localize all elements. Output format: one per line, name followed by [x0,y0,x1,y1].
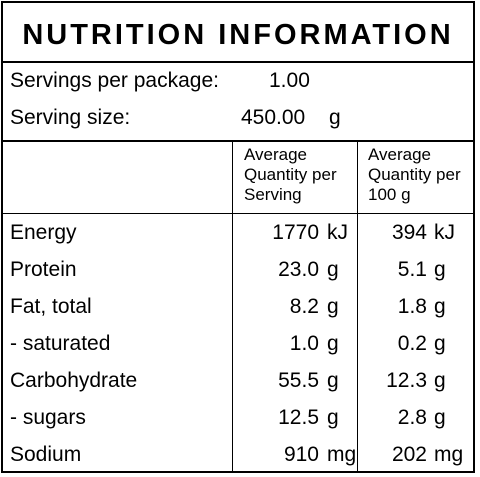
per-100g-value: 5.1 [397,258,427,281]
serving-size-value: 450.00 [241,106,306,129]
per-serving-header-line: Serving [244,185,302,204]
per-serving-unit: mg [327,443,357,466]
per-100g-value: 394 [391,221,427,244]
per-serving-value: 55.5 [278,369,319,392]
per-100g-unit: g [434,258,446,281]
header-top-divider [3,140,473,142]
per-100g-unit: g [434,295,446,318]
servings-per-package-value: 1.00 [269,69,310,92]
nutrient-name: Energy [10,221,77,244]
nutrition-panel: NUTRITION INFORMATION Servings per packa… [1,1,475,473]
per-serving-value: 12.5 [278,406,319,429]
per-serving-header-line: Average [244,145,308,164]
per-100g-value: 0.2 [397,332,427,355]
per-serving-value: 910 [283,443,319,466]
per-100g-value: 1.8 [397,295,427,318]
per-serving-unit: g [327,295,339,318]
per-serving-unit: g [327,332,339,355]
per-100g-unit: kJ [434,221,455,244]
nutrient-name: Carbohydrate [10,369,138,392]
per-100g-unit: g [434,406,446,429]
per-100g-header-line: Quantity per [368,165,461,184]
per-100g-unit: mg [434,443,464,466]
serving-size-unit: g [329,106,341,129]
per-serving-unit: kJ [327,221,348,244]
title-divider [3,61,473,63]
column-divider-serving [232,141,233,471]
per-100g-unit: g [434,332,446,355]
per-serving-unit: g [327,406,339,429]
per-100g-value: 202 [391,443,427,466]
per-serving-unit: g [327,258,339,281]
nutrient-name: - sugars [10,406,86,429]
column-divider-per100 [357,141,358,471]
per-100g-value: 12.3 [386,369,427,392]
per-serving-header-line: Quantity per [244,165,337,184]
serving-size-label: Serving size: [10,106,131,129]
nutrient-name: Fat, total [10,295,92,318]
nutrient-name: Sodium [10,443,82,466]
nutrient-name: - saturated [10,332,111,355]
per-100g-header: Average Quantity per 100 g [368,145,461,205]
per-serving-value: 8.2 [289,295,319,318]
per-serving-unit: g [327,369,339,392]
servings-per-package-label: Servings per package: [10,69,219,92]
panel-title: NUTRITION INFORMATION [22,19,454,51]
per-100g-unit: g [434,369,446,392]
nutrient-name: Protein [10,258,77,281]
per-100g-header-line: 100 g [368,185,411,204]
header-bottom-divider [3,213,473,214]
per-serving-header: Average Quantity per Serving [244,145,337,205]
per-100g-value: 2.8 [397,406,427,429]
per-serving-value: 23.0 [278,258,319,281]
per-serving-value: 1770 [272,221,319,244]
per-serving-value: 1.0 [289,332,319,355]
per-100g-header-line: Average [368,145,432,164]
